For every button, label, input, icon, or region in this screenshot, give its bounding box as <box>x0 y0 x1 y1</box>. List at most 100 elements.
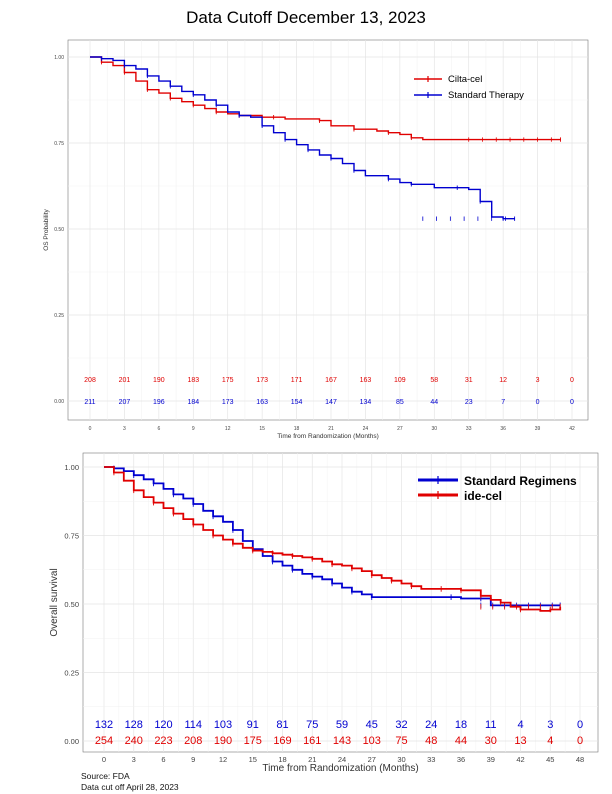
y-tick-label: 0.75 <box>64 532 79 541</box>
y-tick-label: 1.00 <box>54 55 64 61</box>
y-tick-label: 0.25 <box>54 313 64 319</box>
at-risk-value: 12 <box>499 377 507 384</box>
at-risk-value: 184 <box>187 399 199 406</box>
at-risk-value: 147 <box>325 399 337 406</box>
x-tick-label: 42 <box>516 755 524 764</box>
at-risk-value: 173 <box>222 399 234 406</box>
at-risk-value: 120 <box>154 719 172 731</box>
at-risk-value: 171 <box>291 377 303 384</box>
at-risk-value: 207 <box>119 399 131 406</box>
plot-panel <box>82 452 599 753</box>
at-risk-value: 11 <box>485 719 496 731</box>
at-risk-value: 208 <box>84 377 96 384</box>
at-risk-value: 7 <box>501 399 505 406</box>
at-risk-value: 30 <box>485 735 497 747</box>
at-risk-value: 114 <box>184 719 202 731</box>
x-axis-title: Time from Randomization (Months) <box>262 763 418 774</box>
plot-panel <box>67 39 589 421</box>
at-risk-value: 163 <box>256 399 268 406</box>
at-risk-value: 208 <box>184 735 202 747</box>
at-risk-value: 201 <box>119 377 131 384</box>
km-curve-standard-regimens <box>104 466 561 607</box>
at-risk-value: 143 <box>333 735 351 747</box>
at-risk-value: 44 <box>430 399 438 406</box>
y-tick-label: 0.50 <box>54 227 64 233</box>
at-risk-value: 4 <box>517 719 523 731</box>
x-tick-label: 30 <box>397 755 405 764</box>
x-tick-label: 33 <box>466 426 472 432</box>
at-risk-value: 45 <box>366 719 378 731</box>
x-tick-label: 36 <box>500 426 506 432</box>
at-risk-value: 85 <box>396 399 404 406</box>
x-tick-label: 36 <box>457 755 465 764</box>
at-risk-value: 254 <box>95 735 113 747</box>
at-risk-value: 4 <box>547 735 553 747</box>
x-tick-label: 12 <box>219 755 227 764</box>
x-tick-label: 0 <box>89 426 92 432</box>
source-note: Source: FDA <box>81 771 130 781</box>
at-risk-value: 240 <box>125 735 143 747</box>
x-tick-label: 21 <box>308 755 316 764</box>
at-risk-value: 0 <box>577 735 583 747</box>
y-tick-label: 0.75 <box>54 141 64 147</box>
legend-label: ide-cel <box>464 489 502 503</box>
x-tick-label: 39 <box>487 755 495 764</box>
at-risk-value: 81 <box>276 719 288 731</box>
at-risk-value: 223 <box>154 735 172 747</box>
legend-label: Cilta-cel <box>448 74 482 85</box>
at-risk-value: 173 <box>256 377 268 384</box>
x-tick-label: 9 <box>191 755 195 764</box>
at-risk-value: 0 <box>577 719 583 731</box>
x-tick-label: 48 <box>576 755 584 764</box>
at-risk-value: 0 <box>536 399 540 406</box>
at-risk-value: 103 <box>214 719 232 731</box>
x-tick-label: 21 <box>328 426 334 432</box>
x-tick-label: 39 <box>535 426 541 432</box>
y-tick-label: 0.50 <box>64 600 79 609</box>
at-risk-value: 132 <box>95 719 113 731</box>
x-axis-title: Time from Randomization (Months) <box>277 433 379 440</box>
y-tick-label: 1.00 <box>64 463 79 472</box>
at-risk-value: 32 <box>395 719 407 731</box>
at-risk-value: 13 <box>514 735 526 747</box>
page-heading: Data Cutoff December 13, 2023 <box>186 8 426 27</box>
x-tick-label: 27 <box>368 755 376 764</box>
x-tick-label: 45 <box>546 755 554 764</box>
at-risk-value: 23 <box>465 399 473 406</box>
at-risk-value: 161 <box>303 735 321 747</box>
at-risk-value: 103 <box>363 735 381 747</box>
x-tick-label: 9 <box>192 426 195 432</box>
at-risk-value: 109 <box>394 377 406 384</box>
x-tick-label: 18 <box>294 426 300 432</box>
x-tick-label: 33 <box>427 755 435 764</box>
at-risk-value: 75 <box>306 719 318 731</box>
x-tick-label: 3 <box>123 426 126 432</box>
legend-label: Standard Regimens <box>464 474 577 488</box>
at-risk-value: 18 <box>455 719 467 731</box>
km-curve-standard-therapy <box>90 56 515 220</box>
x-tick-label: 18 <box>278 755 286 764</box>
y-tick-label: 0.00 <box>64 737 79 746</box>
at-risk-value: 3 <box>547 719 553 731</box>
at-risk-value: 3 <box>536 377 540 384</box>
at-risk-value: 31 <box>465 377 473 384</box>
at-risk-value: 91 <box>247 719 259 731</box>
at-risk-value: 24 <box>425 719 437 731</box>
at-risk-value: 190 <box>214 735 232 747</box>
x-tick-label: 42 <box>569 426 575 432</box>
at-risk-value: 0 <box>570 377 574 384</box>
at-risk-value: 48 <box>425 735 437 747</box>
x-tick-label: 24 <box>363 426 369 432</box>
x-tick-label: 24 <box>338 755 346 764</box>
at-risk-value: 175 <box>222 377 234 384</box>
at-risk-value: 134 <box>360 399 372 406</box>
at-risk-value: 183 <box>187 377 199 384</box>
x-tick-label: 0 <box>102 755 106 764</box>
y-tick-label: 0.25 <box>64 669 79 678</box>
x-tick-label: 3 <box>132 755 136 764</box>
at-risk-value: 167 <box>325 377 337 384</box>
at-risk-value: 128 <box>125 719 143 731</box>
x-tick-label: 30 <box>432 426 438 432</box>
at-risk-value: 163 <box>360 377 372 384</box>
